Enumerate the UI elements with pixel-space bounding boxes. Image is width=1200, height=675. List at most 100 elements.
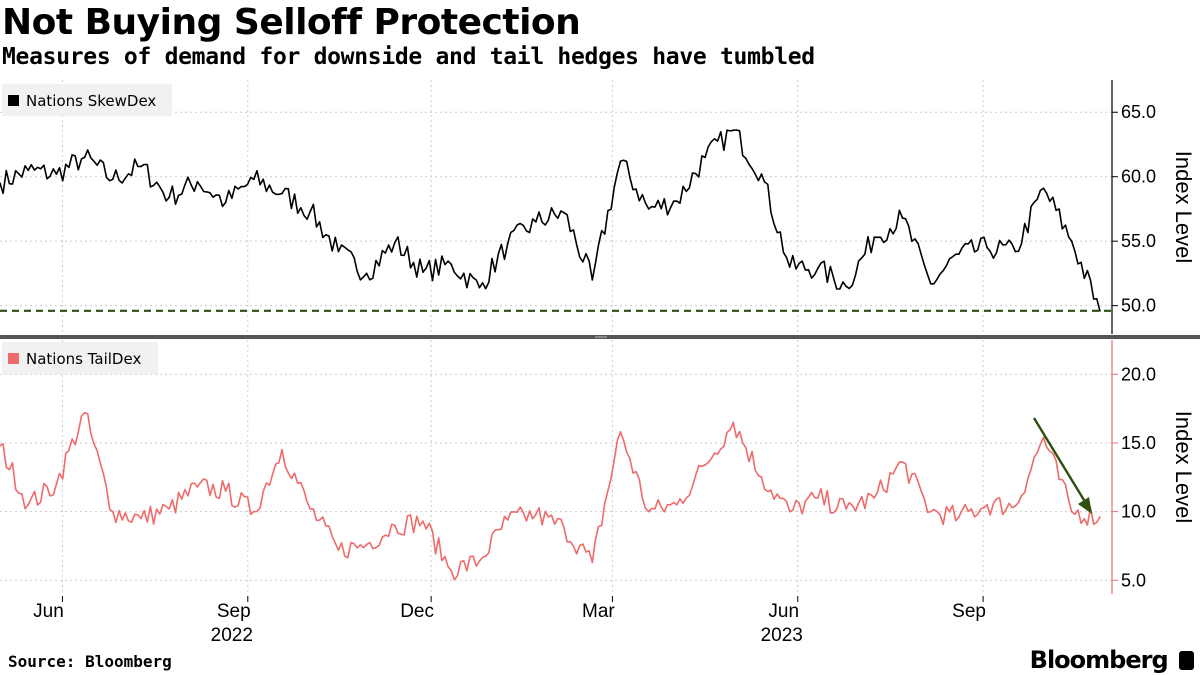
data-point-1-7 (196, 486, 199, 488)
data-point-1-29 (816, 496, 819, 499)
y-tick-label-1-3: 20.0 (1121, 364, 1156, 384)
data-point-0-28 (788, 266, 791, 268)
data-point-1-5 (140, 517, 142, 520)
data-point-1-17 (478, 560, 481, 562)
data-point-0-21 (591, 278, 594, 281)
data-point-1-33 (929, 510, 932, 513)
brand-logo: Bloomberg (1030, 646, 1194, 674)
data-point-1-28 (788, 510, 791, 513)
data-point-0-12 (337, 250, 340, 253)
data-point-0-38 (1070, 240, 1073, 243)
data-point-0-37 (1042, 187, 1045, 190)
data-point-0-8 (224, 201, 227, 204)
bloomberg-terminal-icon (1179, 651, 1194, 670)
x-year-label-1: 2023 (761, 625, 803, 646)
data-point-1-26 (732, 421, 735, 424)
data-point-0-17 (478, 286, 481, 289)
x-year-label-0: 2022 (211, 625, 253, 646)
data-point-1-36 (1014, 505, 1017, 508)
data-point-0-15 (422, 271, 424, 274)
series-line-0 (0, 129, 1101, 312)
data-point-0-36 (1014, 250, 1017, 253)
data-point-0-10 (281, 192, 283, 195)
data-point-0-19 (534, 220, 537, 223)
x-tick-label-3: Mar (582, 601, 615, 622)
data-point-0-14 (393, 241, 396, 244)
y-axis-label-1: Index Level (1171, 411, 1196, 524)
data-point-0-9 (252, 178, 255, 181)
data-point-0-11 (309, 210, 312, 213)
data-point-1-34 (958, 516, 960, 519)
data-point-1-6 (168, 507, 171, 510)
y-tick-label-0-0: 50.0 (1121, 296, 1156, 316)
data-point-1-22 (619, 431, 622, 433)
data-point-0-25 (704, 156, 706, 159)
data-point-0-3 (83, 156, 86, 159)
data-point-1-39 (1099, 516, 1101, 519)
data-point-0-30 (845, 285, 847, 288)
data-point-0-26 (732, 129, 735, 132)
trend-arrow-head (1078, 497, 1092, 514)
data-point-0-13 (365, 272, 368, 275)
data-point-0-35 (986, 246, 989, 249)
data-point-1-10 (281, 448, 283, 451)
x-tick-label-0: Jun (33, 601, 64, 622)
data-point-0-1 (27, 169, 30, 172)
x-tick-label-1: Sep (217, 601, 251, 622)
y-tick-label-0-2: 60.0 (1121, 167, 1156, 187)
data-point-1-37 (1042, 436, 1045, 439)
trend-arrow-shaft (1032, 417, 1089, 506)
data-point-1-18 (506, 518, 509, 521)
data-point-0-34 (958, 253, 960, 255)
data-point-0-16 (450, 263, 453, 266)
x-tick-label-5: Sep (952, 601, 986, 622)
data-point-1-23 (647, 510, 650, 513)
legend-label-1: Nations TailDex (26, 350, 141, 368)
legend-box-0 (2, 84, 172, 116)
data-point-0-6 (168, 196, 171, 199)
data-point-0-23 (647, 208, 650, 210)
data-point-1-1 (27, 503, 30, 506)
data-point-0-22 (619, 160, 622, 163)
data-point-0-5 (140, 165, 142, 168)
data-point-0-33 (929, 282, 932, 285)
y-tick-label-1-2: 15.0 (1121, 433, 1156, 453)
data-point-1-12 (337, 549, 340, 551)
source-note: Source: Bloomberg (8, 652, 172, 671)
brand-name: Bloomberg (1029, 646, 1169, 674)
data-point-1-14 (393, 524, 396, 527)
y-tick-label-0-1: 55.0 (1121, 231, 1156, 251)
y-axis-label-0: Index Level (1171, 151, 1196, 264)
data-point-0-20 (563, 211, 565, 214)
data-point-1-21 (591, 561, 594, 564)
legend-swatch-1 (8, 353, 19, 364)
data-point-1-27 (760, 476, 763, 479)
series-line-1 (0, 412, 1101, 581)
data-point-0-24 (675, 200, 678, 203)
x-tick-label-2: Dec (400, 601, 434, 622)
legend-box-1 (2, 342, 158, 374)
y-tick-label-0-3: 65.0 (1121, 102, 1156, 122)
data-point-1-35 (986, 503, 989, 506)
data-point-0-2 (55, 173, 58, 176)
chart-title: Not Buying Selloff Protection (2, 2, 581, 43)
data-point-1-16 (450, 569, 453, 572)
data-point-0-31 (873, 236, 876, 239)
data-point-0-29 (816, 267, 819, 270)
legend-label-0: Nations SkewDex (26, 92, 156, 110)
x-tick-label-4: Jun (768, 601, 799, 622)
data-point-1-20 (563, 527, 565, 529)
data-point-0-4 (111, 178, 114, 181)
data-point-1-0 (0, 444, 1, 447)
data-point-1-24 (675, 503, 678, 506)
data-point-1-32 (901, 461, 904, 464)
data-point-1-9 (252, 510, 255, 513)
y-tick-label-1-0: 5.0 (1121, 570, 1146, 590)
legend-swatch-0 (8, 95, 19, 106)
data-point-1-8 (224, 490, 227, 492)
data-point-0-27 (760, 173, 763, 176)
data-point-0-0 (0, 182, 1, 185)
data-point-1-2 (55, 483, 58, 486)
y-tick-label-1-1: 10.0 (1121, 502, 1156, 522)
data-point-1-31 (873, 496, 876, 499)
